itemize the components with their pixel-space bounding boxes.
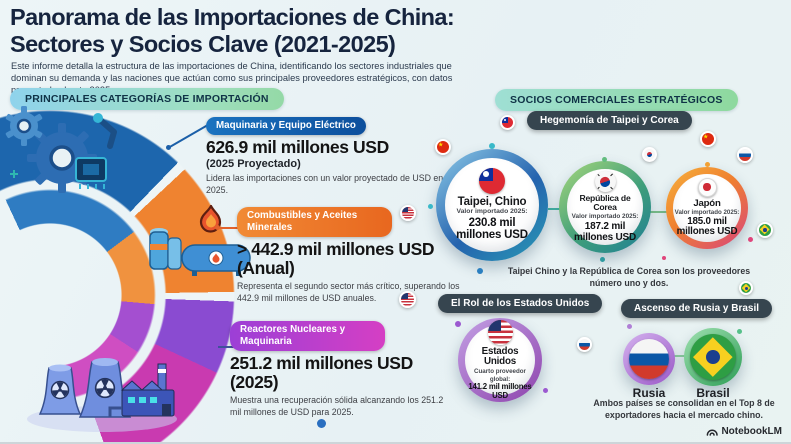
brand-name: NotebookLM [721,425,782,437]
category-description: Representa el segundo sector más crítico… [237,281,460,303]
partner-name: Estados Unidos [481,345,519,368]
right-section-label: SOCIOS COMERCIALES ESTRATÉGICOS [495,89,738,111]
decorative-dot [477,268,483,274]
partner-name: República de Corea [579,193,631,213]
chip-icon [75,157,107,189]
page-title: Panorama de las Importaciones de China: … [10,4,455,57]
partner-circle-japan: Japón Valor importado 2025: 185.0 mil mi… [666,167,748,249]
partner-value: millones USD [456,229,528,242]
title-line2: Sectores y Socios Clave (2021-2025) [10,30,396,57]
decorative-dot [737,329,742,334]
brazil-flag-icon [690,334,736,380]
decorative-dot [489,143,495,149]
cooling-tower-icon [38,364,82,415]
fuel-tanks-illustration [149,205,251,276]
category-note: (2025 Proyectado) [206,158,301,171]
rise-pill: Ascenso de Rusia y Brasil [621,299,773,318]
connector-line [548,208,561,210]
rise-caption: Ambos países se consolidan en el Top 8 d… [593,398,775,420]
country-label-brazil: Brasil [696,386,730,400]
partner-value: 187.2 mil [584,220,626,232]
partner-value: millones USD [573,231,637,243]
russia-flag-icon [737,147,753,163]
partner-name: Japón [693,197,721,209]
left-section-label: PRINCIPALES CATEGORÍAS DE IMPORTACIÓN [10,88,284,110]
taiwan-flag-icon [479,167,505,194]
brazil-flag-icon [757,222,773,238]
japan-flag-icon [697,177,717,197]
decorative-dot [748,237,753,242]
usa-flag-icon [400,205,416,221]
decorative-dot [600,257,605,262]
category-description: Muestra una recuperación sólida alcanzan… [230,395,444,417]
partner-value: USD [492,390,508,400]
partner-note: Valor importado 2025: [571,212,639,220]
country-label-russia: Rusia [632,386,666,400]
decorative-dot [662,256,666,260]
taiwan-flag-icon [500,115,515,130]
usa-role-pill: El Rol de los Estados Unidos [438,294,603,313]
brand: NotebookLM [706,425,782,437]
china-flag-icon [700,131,716,147]
decorative-dot [317,419,326,428]
category-callout-reactors: Reactores Nucleares y Maquinaria 251.2 m… [230,321,475,418]
partner-circle-korea: República de Corea Valor importado 2025:… [559,161,651,253]
partner-value: millones USD [676,226,738,238]
connector-line [650,211,667,213]
decorative-dot [602,157,607,162]
south-korea-flag-icon [594,171,616,193]
cooling-tower-icon [78,358,132,418]
south-korea-flag-icon [642,147,657,162]
connector-line [674,355,686,357]
nuclear-plant-illustration [27,358,177,432]
decorative-dot [215,225,220,230]
russia-flag-icon [629,339,669,379]
hegemony-pill: Hegemonía de Taipei y Corea [527,111,692,130]
decorative-dot [627,324,632,329]
decorative-dot [428,204,433,209]
usa-flag-icon [487,319,513,345]
category-value: 251.2 mil millones USD (2025) [230,353,413,393]
notebooklm-logo-icon [707,429,719,436]
category-callout-machinery: Maquinaria y Equipo Eléctrico 626.9 mil … [206,115,478,196]
decorative-dot [166,145,171,150]
brazil-flag-icon [739,281,753,295]
category-callout-fuels: Combustibles y Aceites Minerales > 442.9… [237,207,482,304]
partner-note: Cuarto proveedor global: [474,368,526,383]
partner-note: Valor importado 2025: [674,209,740,217]
category-pill: Reactores Nucleares y Maquinaria [230,321,385,352]
category-value: > 442.9 mil millones USD (Anual) [237,239,435,279]
russia-flag-icon [577,337,592,352]
connector-line [218,227,238,229]
decorative-dot [455,321,461,327]
partner-circle-taipei: Taipei, Chino Valor importado 2025: 230.… [436,149,548,261]
partner-value: 185.0 mil [687,215,727,227]
category-pill: Combustibles y Aceites Minerales [237,207,392,238]
gears-illustration [5,106,117,193]
hegemony-caption: Taipei Chino y la República de Corea son… [507,266,751,288]
factory-icon [108,363,175,417]
partner-value: 230.8 mil [468,216,516,229]
usa-flag-icon [399,291,416,308]
category-description: Lidera las importaciones con un valor pr… [206,173,444,195]
partner-circle-russia [623,333,675,385]
category-value: 626.9 mil millones USD [206,137,389,158]
partner-note: Valor importado 2025: [456,208,528,216]
partner-circle-usa: Estados Unidos Cuarto proveedor global: … [458,318,542,402]
title-line1: Panorama de las Importaciones de China: [10,4,455,30]
decorative-dot [705,162,710,167]
category-pill: Maquinaria y Equipo Eléctrico [206,117,366,136]
partner-circle-brazil [684,328,742,386]
decorative-dot [543,388,548,393]
partner-name: Taipei, Chino [457,195,527,208]
partner-value: 141.2 mil millones [468,381,532,391]
china-flag-icon [435,139,451,155]
